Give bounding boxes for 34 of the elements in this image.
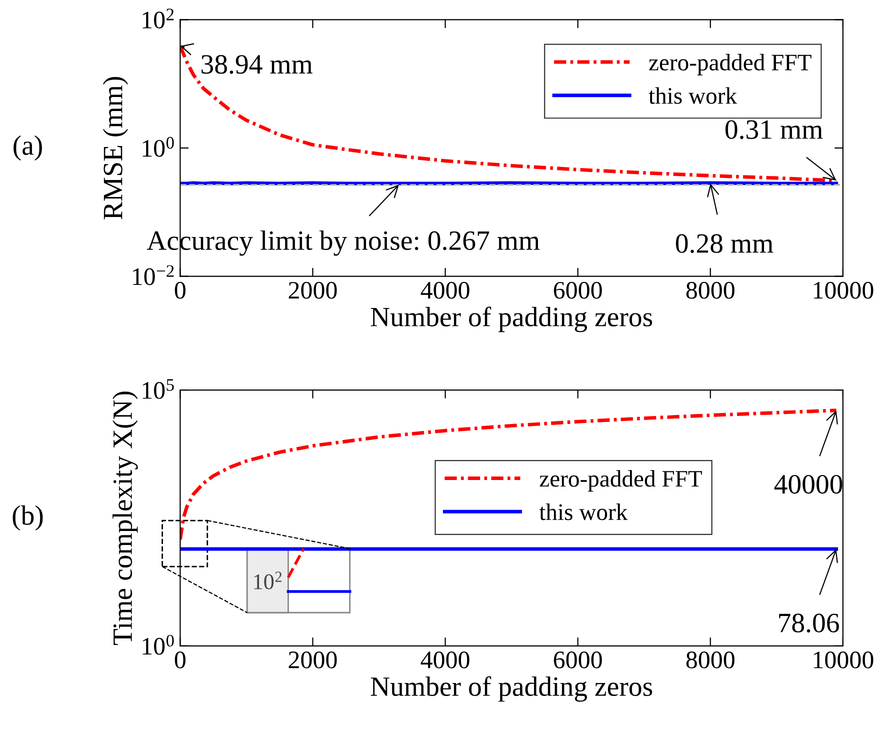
y-axis-title: Time complexity X(N)	[112, 392, 138, 646]
annotation: 10$^{2}$	[254, 572, 282, 590]
x-tick-label: 8000	[686, 651, 734, 668]
x-axis-title: Number of padding zeros	[370, 676, 652, 702]
x-tick-label: 8000	[686, 282, 734, 299]
y-tick-label: 10$^{5}$	[142, 379, 174, 399]
x-tick-label: 6000	[554, 282, 602, 299]
x-tick-label: 10000	[814, 282, 874, 299]
legend-label: this work	[648, 87, 738, 104]
y-tick-label: 10$^{0}$	[142, 136, 174, 157]
annotation: 0.31 mm	[725, 120, 823, 140]
x-tick-label: 10000	[814, 651, 874, 668]
legend-label: zero-padded FFT	[649, 54, 812, 76]
y-tick-label: 10$^{2}$	[142, 8, 174, 28]
annotation: 38.94 mm	[202, 55, 312, 74]
x-tick-label: 0	[174, 651, 186, 668]
y-tick-label: 10$^{−2}$	[133, 265, 174, 286]
x-tick-label: 4000	[420, 282, 470, 299]
x-tick-label: 2000	[288, 282, 337, 299]
y-tick-label: 10$^{0}$	[142, 634, 174, 655]
y-axis-title: RMSE (mm)	[102, 77, 128, 220]
line-series	[180, 44, 838, 182]
text: (b)	[12, 505, 43, 531]
x-tick-label: 0	[174, 282, 186, 299]
legend-label: zero-padded FFT	[540, 470, 702, 492]
x-tick-label: 4000	[420, 651, 470, 668]
x-tick-label: 6000	[554, 651, 602, 668]
text: (a)	[14, 135, 42, 161]
annotation: 0.28 mm	[676, 234, 774, 254]
legend-label: this work	[539, 504, 628, 520]
annotation: 40000	[774, 474, 842, 494]
x-tick-label: 2000	[288, 651, 337, 668]
x-axis-title: Number of padding zeros	[370, 306, 652, 332]
annotation: 78.06	[779, 614, 839, 633]
